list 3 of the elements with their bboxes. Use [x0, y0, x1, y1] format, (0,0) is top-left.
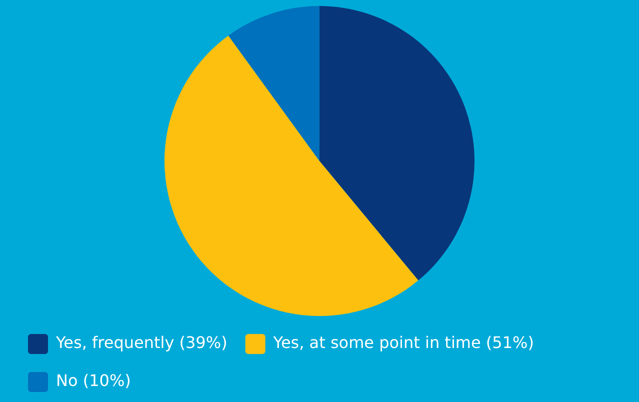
legend-label: No (10%) [56, 371, 131, 390]
legend-label: Yes, at some point in time (51%) [272, 333, 534, 352]
legend-label: Yes, frequently (39%) [55, 333, 228, 352]
